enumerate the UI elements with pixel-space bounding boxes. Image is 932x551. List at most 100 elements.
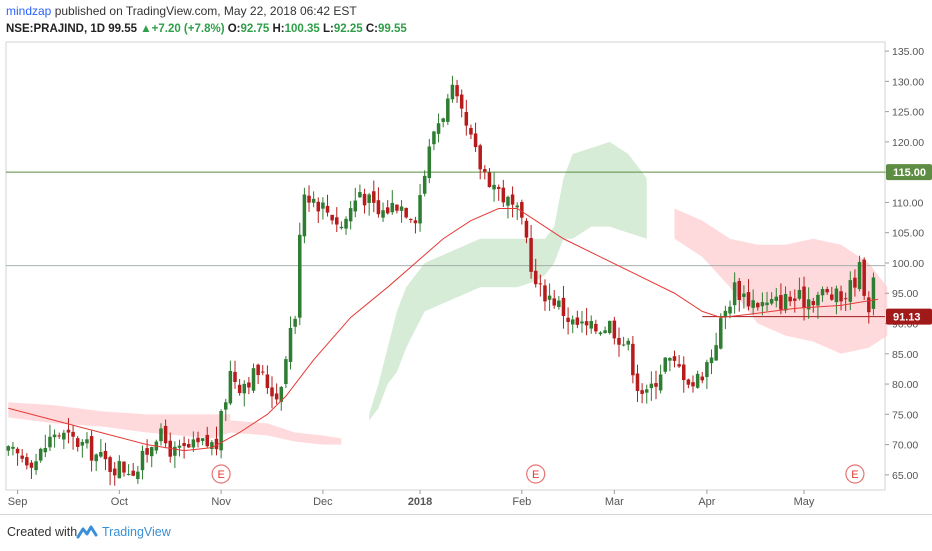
candle-body	[496, 187, 501, 189]
candle-body	[839, 291, 843, 302]
candle-body	[293, 318, 297, 327]
candle-body	[395, 204, 399, 211]
open-value: 92.75	[240, 23, 270, 35]
candle-body	[214, 438, 219, 450]
candle-body	[691, 382, 695, 387]
candle-body	[705, 362, 709, 378]
candle-body	[658, 374, 663, 391]
candle-body	[806, 299, 811, 310]
candle-body	[635, 373, 640, 391]
candle-body	[848, 280, 853, 302]
candle-body	[603, 330, 607, 333]
candle-body	[492, 184, 496, 190]
candle-body	[25, 457, 29, 466]
candle-body	[580, 321, 584, 324]
candle-body	[219, 410, 223, 451]
candle-body	[256, 364, 260, 376]
candle-body	[140, 450, 145, 471]
candle-body	[478, 145, 482, 170]
candle-body	[307, 195, 311, 203]
candle-body	[381, 210, 385, 218]
earnings-mark-icon[interactable]	[526, 464, 546, 484]
x-tick-label: May	[794, 496, 815, 508]
candle-body	[339, 226, 344, 229]
candle-body	[672, 356, 677, 361]
candle-body	[335, 217, 339, 225]
candle-body	[640, 390, 644, 394]
candle-body	[654, 383, 658, 387]
current-price-tag-bg	[886, 308, 932, 325]
candle-body	[446, 98, 450, 122]
candle-body	[459, 94, 464, 109]
quote-line: NSE:PRAJIND, 1D 99.55 ▲+7.20 (+7.8%) O:9…	[6, 23, 407, 35]
candle-body	[145, 448, 149, 455]
ichimoku-cloud-2	[369, 141, 647, 421]
candle-body	[520, 202, 524, 218]
candle-body	[464, 112, 469, 126]
close-value: 99.55	[378, 23, 407, 35]
candle-body	[62, 432, 66, 440]
candle-body	[66, 429, 71, 433]
earnings-mark-label: E	[217, 469, 224, 481]
y-tick-label: 120.00	[892, 137, 924, 149]
ichimoku-cloud-1	[230, 420, 342, 445]
candle-body	[348, 208, 353, 222]
candle-body	[385, 207, 390, 214]
candle-body	[820, 289, 825, 296]
price-chart[interactable]: 135.00 130.00 125.00 120.00 115.00 110.00 105.…	[0, 0, 932, 514]
candle-body	[270, 387, 274, 397]
candle-body	[853, 277, 857, 288]
earnings-mark-icon[interactable]	[845, 464, 865, 484]
candle-body	[29, 462, 34, 468]
candle-body	[644, 389, 649, 393]
candle-body	[11, 446, 15, 449]
candle-body	[94, 454, 98, 462]
x-tick-label: Sep	[8, 496, 28, 508]
candle-body	[774, 296, 779, 301]
candle-body	[34, 461, 38, 471]
candle-body	[427, 146, 432, 179]
open-label: O:	[227, 23, 241, 35]
candle-body	[857, 261, 862, 290]
candle-body	[584, 321, 589, 326]
candle-body	[728, 306, 732, 314]
y-tick-label: 125.00	[892, 107, 924, 119]
candle-body	[797, 289, 802, 299]
tradingview-logo-icon	[76, 525, 98, 539]
candle-body	[760, 302, 765, 307]
candle-body	[237, 384, 242, 394]
candle-body	[441, 118, 445, 122]
x-tick-label: Nov	[211, 496, 231, 508]
candle-body	[543, 285, 547, 302]
candle-body	[779, 295, 783, 310]
candle-body	[15, 448, 20, 454]
candle-body	[298, 234, 302, 318]
candle-body	[196, 437, 200, 443]
candle-body	[316, 201, 321, 212]
candle-body	[418, 195, 422, 224]
candle-body	[43, 448, 48, 453]
author-link[interactable]: mindzap	[6, 4, 52, 18]
candle-body	[668, 358, 672, 361]
candle-body	[251, 368, 256, 391]
candle-body	[533, 270, 538, 285]
candle-body	[566, 317, 570, 322]
candle-body	[432, 131, 436, 145]
candle-body	[732, 282, 737, 306]
earnings-mark-icon[interactable]	[211, 464, 231, 484]
candle-body	[626, 340, 630, 345]
candle-body	[723, 310, 728, 318]
candle-body	[737, 280, 742, 300]
candle-body	[649, 383, 654, 389]
candle-body	[261, 371, 265, 373]
y-tick-label: 85.00	[892, 349, 918, 361]
candle-body	[552, 298, 556, 306]
candle-body	[422, 175, 427, 194]
tradingview-brand-link[interactable]: TradingView	[102, 525, 171, 539]
candle-body	[607, 320, 612, 334]
candle-body	[89, 436, 94, 461]
candle-body	[700, 376, 705, 381]
last-price: 99.55	[108, 23, 138, 35]
candle-body	[136, 471, 140, 479]
candle-body	[358, 192, 362, 198]
